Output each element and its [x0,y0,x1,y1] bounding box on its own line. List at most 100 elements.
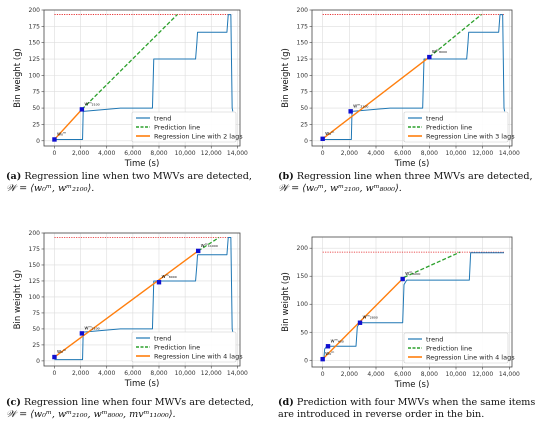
caption-a-formula: 𝒲 = ⟨w₀ᵐ, wᵐ₂₁₀₀⟩. [6,182,95,194]
x-tick-label: 0 [53,150,57,157]
caption-c-tag: (c) [6,397,21,408]
y-tick-label: 50 [32,326,40,333]
x-tick-label: 2,000 [341,150,358,157]
y-tick-label: 100 [297,301,309,308]
legend-box [131,111,237,143]
x-tick-label: 14,000 [499,371,520,378]
x-tick-label: 10,000 [175,370,196,377]
plot-frame [43,232,241,367]
legend-entry: Prediction line [426,344,472,352]
chart-panel-b: 0 2,000 4,000 6,000 8,000 10,000 12,000 14,000 0… [281,7,520,169]
chart-panel-a: 0 2,000 4,000 6,000 8,000 10,000 12,000 14,000 0… [13,7,248,169]
y-tick-label: 125 [297,56,309,63]
legend-entry: trend [154,114,171,122]
caption-b-formula: 𝒲 = ⟨w₀ᵐ, wᵐ₂₁₀₀, wᵐ₈₀₀₀⟩. [278,182,402,194]
y-tick-label: 75 [300,89,308,96]
caption-b: (b) Regression line when three MWVs are … [278,171,548,194]
caption-b-text: Regression line when three MWVs are dete… [296,171,533,182]
x-tick-label: 10,000 [446,371,467,378]
x-axis-label: Time (s) [124,379,160,389]
mwv-marker-label: w₀ᵐ [57,131,66,137]
y-tick-label: 175 [29,23,41,30]
x-tick-label: 0 [321,371,325,378]
x-tick-label: 0 [321,150,325,157]
mwv-marker-label: wᵐ₂₈₀₀ [363,315,378,321]
legend-entry: Regression Line with 3 lags [426,132,515,140]
chart-panel-c: 0 2,000 4,000 6,000 8,000 10,000 12,000 14,000 0… [13,230,248,389]
legend-box [131,331,237,363]
plot-frame [311,236,513,368]
plot-frame [43,9,241,147]
legend-entry: Regression Line with 4 lags [154,352,243,360]
y-tick-label: 50 [300,329,308,336]
y-tick-label: 100 [29,294,41,301]
x-axis-label: Time (s) [124,159,160,169]
prediction-series-line [428,14,482,58]
x-tick-label: 6,000 [124,150,141,157]
y-tick-label: 125 [29,278,41,285]
chart-panel-d: 0 2,000 4,000 6,000 8,000 10,000 12,000 14,000 0… [281,236,520,390]
mwv-marker-label: w₀ᵐ [325,131,334,137]
mwv-marker-label: w₀ᵐ [57,349,66,355]
legend-entry: Prediction line [154,123,200,131]
x-tick-label: 12,000 [472,371,493,378]
mwv-marker [427,54,432,60]
x-tick-label: 6,000 [394,371,411,378]
x-tick-label: 8,000 [150,370,167,377]
y-tick-label: 200 [297,7,309,14]
x-tick-label: 10,000 [446,150,467,157]
mwv-marker-label: wᵐ₈₀₀₀ [432,49,447,55]
y-tick-label: 200 [297,245,309,252]
mwv-marker-label: wᵐ₂₁₀₀ [84,101,99,107]
trend-series-line [54,14,234,140]
y-tick-label: 50 [300,105,308,112]
regression-series-line [53,108,83,140]
y-tick-label: 0 [304,138,308,145]
caption-c-text: Regression line when four MWVs are detec… [23,397,254,408]
x-tick-label: 8,000 [421,150,438,157]
x-tick-label: 2,000 [72,150,89,157]
regression-series-line [322,56,430,140]
y-tick-label: 200 [29,7,41,14]
prediction-series-line [197,236,220,252]
plot-frame [311,9,513,147]
x-tick-label: 8,000 [421,371,438,378]
mwv-marker [325,344,331,349]
caption-b-tag: (b) [278,171,294,182]
y-tick-label: 25 [32,342,40,349]
prediction-series-line [403,251,461,278]
y-axis-label: Bin weight (g) [13,48,23,108]
caption-c-formula: 𝒲 = ⟨w₀ᵐ, wᵐ₂₁₀₀, wᵐ₈₀₀₀, mvᵐ₁₁₀₀₀⟩. [6,408,176,420]
x-tick-label: 2,000 [341,371,358,378]
y-tick-label: 150 [29,40,41,47]
mwv-marker [357,320,363,325]
legend-box [403,111,509,143]
x-tick-label: 0 [53,370,57,377]
legend-entry: Regression Line with 2 lags [154,132,243,140]
y-tick-label: 0 [304,357,308,364]
x-tick-label: 4,000 [98,370,115,377]
legend-entry: trend [154,334,171,342]
mwv-marker [52,354,57,360]
caption-c: (c) Regression line when four MWVs are d… [6,397,276,420]
y-axis-label: Bin weight (g) [281,48,291,108]
caption-a-text: Regression line when two MWVs are detect… [24,171,252,182]
x-tick-label: 4,000 [367,371,384,378]
y-tick-label: 200 [29,230,41,237]
mwv-marker [195,248,201,254]
legend-box [403,332,509,364]
mwv-marker [79,107,85,112]
y-tick-label: 150 [29,262,41,269]
mwv-marker [320,356,325,362]
mwv-marker-label: wᵐ₈₀₀₀ [161,274,176,280]
x-axis-label: Time (s) [394,380,430,390]
mwv-marker [400,276,405,282]
legend-entry: Prediction line [426,123,472,131]
y-tick-label: 100 [297,72,309,79]
mwv-marker [79,331,85,336]
y-tick-label: 25 [32,121,40,128]
x-tick-label: 14,000 [499,150,520,157]
x-tick-label: 10,000 [175,150,196,157]
caption-d-tag: (d) [278,397,294,408]
